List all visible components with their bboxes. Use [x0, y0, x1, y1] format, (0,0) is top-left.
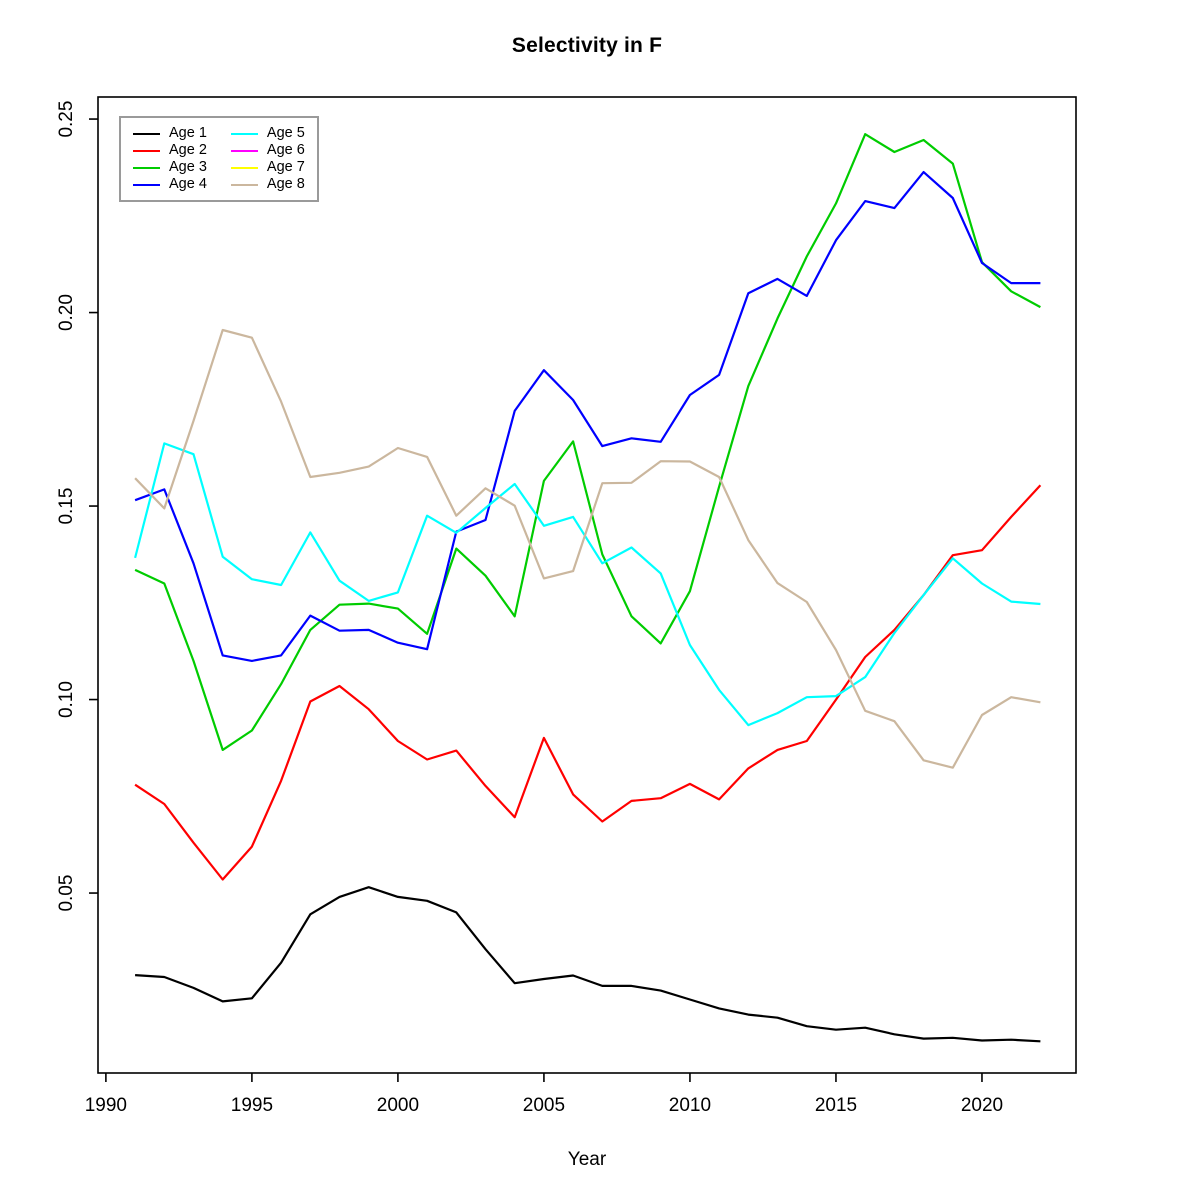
x-tick-label: 1990 [85, 1095, 127, 1116]
legend-item-age-8: Age 8 [230, 176, 305, 193]
legend-item-age-4: Age 4 [133, 176, 207, 193]
line-age-2 [134, 484, 1042, 881]
y-tick-label: 0.25 [56, 101, 77, 138]
legend-line-swatch-age-4 [133, 183, 160, 186]
legend-line-swatch-age-5 [230, 132, 258, 135]
x-tick-label: 2005 [523, 1095, 565, 1116]
line-age-1 [135, 886, 1041, 1043]
line-age-8 [134, 328, 1041, 769]
x-tick-label: 2015 [815, 1095, 857, 1116]
x-tick-label: 1995 [231, 1095, 273, 1116]
y-tick-label: 0.15 [56, 488, 77, 525]
legend-label-age-4: Age 4 [169, 176, 207, 192]
x-tick-label: 2010 [669, 1095, 711, 1116]
legend-line-swatch-age-8 [230, 183, 258, 186]
legend-line-swatch-age-2 [133, 149, 160, 152]
line-age-4 [134, 171, 1041, 663]
x-tick-label: 2020 [961, 1095, 1003, 1116]
y-tick-label: 0.05 [56, 875, 77, 912]
legend-item-age-5: Age 5 [230, 125, 305, 142]
legend-item-age-7: Age 7 [230, 159, 305, 176]
y-tick-label: 0.20 [56, 294, 77, 331]
legend-item-age-2: Age 2 [133, 142, 207, 159]
legend-item-age-1: Age 1 [133, 125, 207, 142]
plot-box [97, 96, 1077, 1074]
legend-label-age-7: Age 7 [266, 159, 305, 175]
legend-label-age-8: Age 8 [266, 176, 305, 192]
x-tick-label: 2000 [377, 1095, 419, 1116]
legend-line-swatch-age-6 [230, 149, 258, 152]
chart-title: Selectivity in F [511, 34, 663, 57]
legend-label-age-3: Age 3 [169, 159, 207, 175]
line-age-3 [134, 133, 1041, 752]
x-axis-title: Year [567, 1149, 607, 1170]
legend-item-age-6: Age 6 [230, 142, 305, 159]
legend-label-age-6: Age 6 [266, 142, 305, 158]
legend-box: Age 1 Age 2 Age 3 Age 4 Age 5 Age 6 Age … [119, 116, 319, 202]
legend-label-age-1: Age 1 [169, 125, 207, 141]
legend-line-swatch-age-3 [133, 166, 160, 169]
legend-line-swatch-age-1 [133, 132, 160, 135]
legend-line-swatch-age-7 [230, 166, 258, 169]
legend-label-age-5: Age 5 [266, 125, 305, 141]
legend-label-age-2: Age 2 [169, 142, 207, 158]
y-tick-label: 0.10 [56, 681, 77, 718]
legend-item-age-3: Age 3 [133, 159, 207, 176]
line-age-5 [134, 442, 1041, 727]
